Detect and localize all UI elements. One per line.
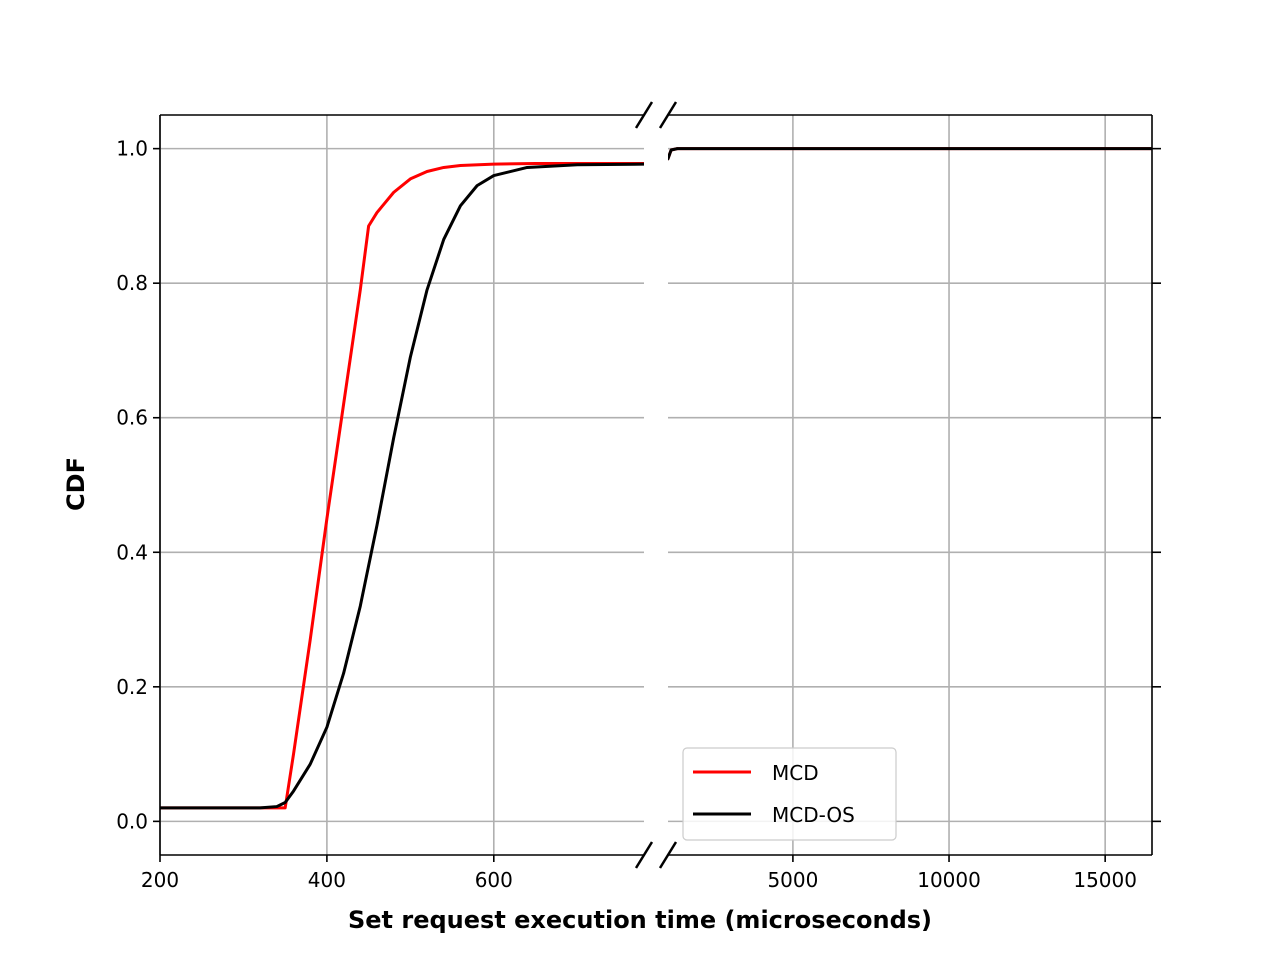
y-tick-label-3: 0.6 — [116, 406, 148, 430]
series-line-mcd-left — [160, 161, 644, 810]
ticks-layer: 200 400 600 5000 10000 15000 0.0 0.2 0.4 0.6 0.8 1.… — [116, 137, 1161, 892]
x-tick-label-right-2: 15000 — [1073, 868, 1137, 892]
series-line-mcd-os-right — [668, 147, 1152, 161]
axis-break-marks — [634, 101, 678, 869]
series-line-mcd-os-left — [160, 162, 644, 810]
break-mark-left-bottom — [634, 841, 654, 869]
x-tick-label-left-2: 600 — [475, 868, 513, 892]
x-axis-title: Set request execution time (microseconds… — [348, 906, 932, 934]
legend-label-mcd-os: MCD-OS — [772, 803, 855, 827]
break-mark-right-bottom — [658, 841, 678, 869]
legend: MCD MCD-OS — [682, 747, 897, 841]
y-tick-label-4: 0.8 — [116, 271, 148, 295]
y-tick-label-5: 1.0 — [116, 137, 148, 161]
x-tick-label-right-1: 10000 — [917, 868, 981, 892]
x-tick-label-right-0: 5000 — [767, 868, 818, 892]
x-tick-label-left-1: 400 — [308, 868, 346, 892]
grid-layer — [159, 115, 1152, 855]
y-axis-title: CDF — [62, 457, 90, 511]
y-tick-label-2: 0.4 — [116, 540, 148, 564]
break-mark-right-top — [658, 101, 678, 129]
series-line-mcd-right — [668, 147, 1152, 161]
frame-layer — [159, 114, 1153, 856]
legend-label-mcd: MCD — [772, 761, 819, 785]
y-tick-label-0: 0.0 — [116, 809, 148, 833]
y-tick-label-1: 0.2 — [116, 675, 148, 699]
x-tick-label-left-0: 200 — [141, 868, 179, 892]
break-mark-left-top — [634, 101, 654, 129]
series-layer — [160, 147, 1152, 810]
